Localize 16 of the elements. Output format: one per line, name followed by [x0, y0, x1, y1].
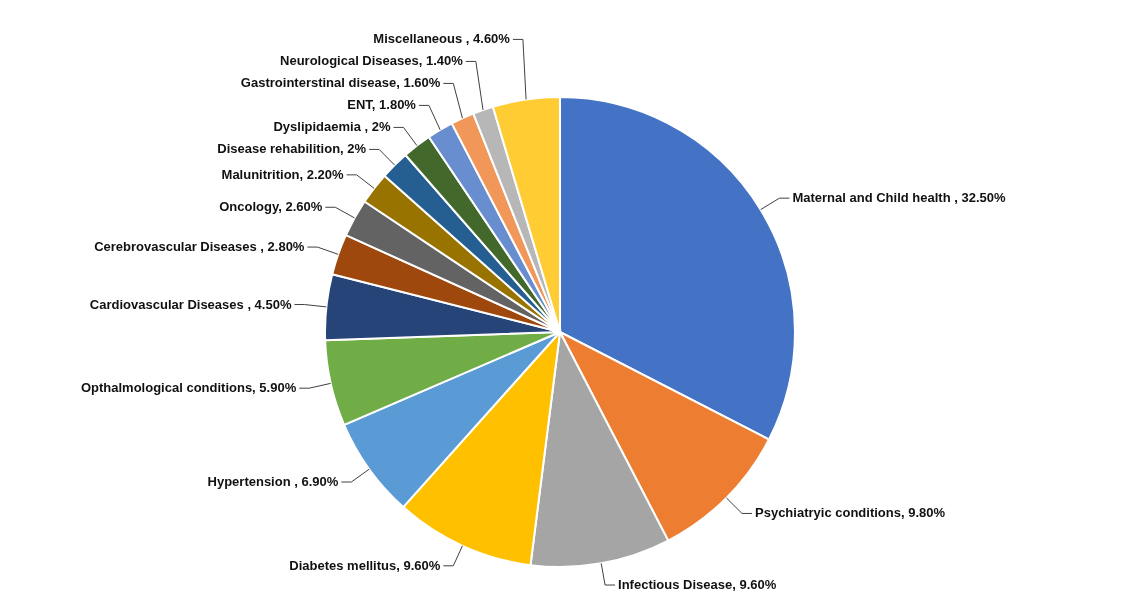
slice-label: Gastrointerstinal disease, 1.60% — [240, 75, 441, 91]
slice-label: Oncology, 2.60% — [219, 199, 323, 215]
slice-label: Diabetes mellitus, 9.60% — [289, 557, 441, 573]
slice-label: Neurological Diseases, 1.40% — [280, 53, 464, 69]
slice-label: Psychiatryic conditions, 9.80% — [755, 505, 946, 521]
slice-label: Cardiovascular Diseases , 4.50% — [89, 296, 292, 312]
slice-label: Hypertension , 6.90% — [207, 474, 339, 490]
slice-label: Cerebrovascular Diseases , 2.80% — [94, 239, 305, 255]
slice-label: Dyslipidaemia , 2% — [273, 119, 391, 135]
slice-label: Disease rehabilition, 2% — [217, 141, 367, 157]
slice-label: Malunitrition, 2.20% — [221, 166, 345, 182]
slice-label: ENT, 1.80% — [347, 97, 417, 113]
slice-label: Maternal and Child health , 32.50% — [792, 190, 1006, 206]
slice-label: Infectious Disease, 9.60% — [618, 577, 777, 593]
slice-label: Miscellaneous , 4.60% — [373, 31, 511, 47]
slice-label: Opthalmological conditions, 5.90% — [80, 380, 297, 396]
